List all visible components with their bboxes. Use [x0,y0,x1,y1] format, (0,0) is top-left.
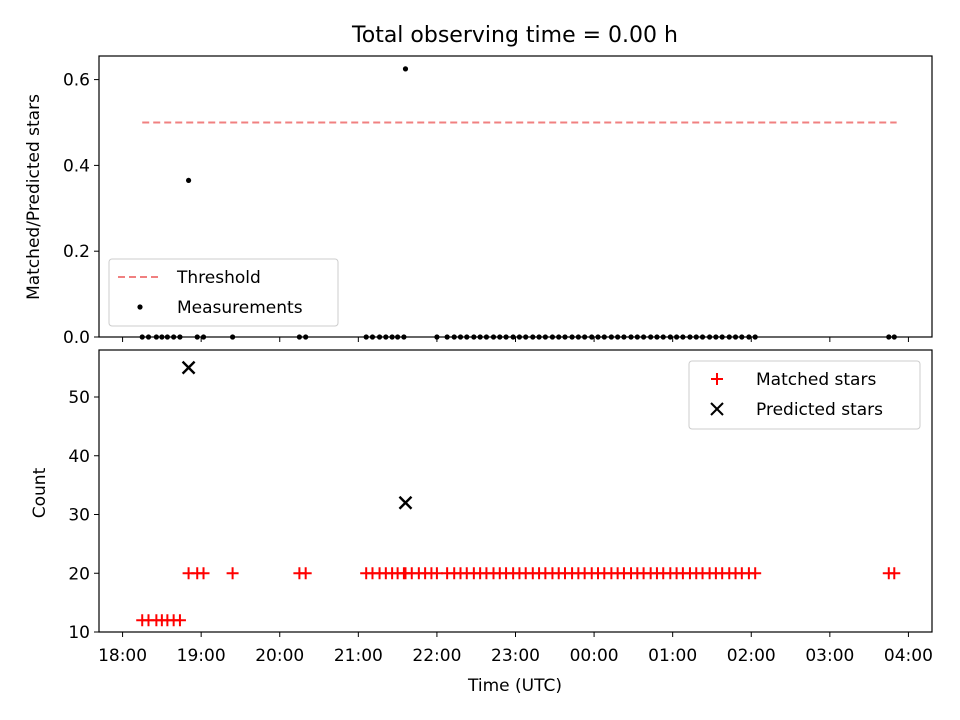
threshold-legend-label: Threshold [176,268,261,288]
ratio-legend-box [108,258,339,327]
predicted-star-point [181,360,196,375]
matched-star-point [888,567,901,580]
measurements-legend-label: Measurements [177,298,303,318]
chart-title: Total observing time = 0.00 h [351,23,678,48]
ratio-panel: Total observing time = 0.00 h Matched/Pr… [24,23,933,348]
count-y-tick-label: 20 [68,564,90,584]
ratio-y-tick-label: 0.6 [63,71,90,91]
matched-legend-swatch [711,373,723,385]
matched-star-point [226,567,239,580]
count-panel-marks [136,360,901,627]
count-legend: Matched stars Predicted stars [688,360,921,430]
count-y-tick-label: 50 [68,388,90,408]
matched-star-point [299,567,312,580]
matched-star-point [173,614,186,627]
x-tick-label: 23:00 [491,646,540,666]
ratio-panel-ticks: 0.0 0.2 0.4 0.6 [63,71,909,348]
measurements-legend-swatch [137,304,143,310]
matched-star-point [425,567,438,580]
count-y-tick-label: 10 [68,623,90,643]
matched-legend-label: Matched stars [756,370,876,390]
ratio-y-tick-label: 0.4 [63,156,90,176]
predicted-legend-swatch [710,402,724,416]
count-y-tick-label: 30 [68,506,90,526]
x-tick-label: 03:00 [805,646,854,666]
count-panel-ticks: 10 20 30 40 50 18:00 19:00 20:00 21:00 22:00 23:00… [68,388,933,666]
x-tick-label: 02:00 [727,646,776,666]
count-panel-frame [98,349,933,633]
x-axis-label: Time (UTC) [467,676,562,696]
x-tick-label: 04:00 [884,646,933,666]
x-tick-label: 22:00 [412,646,461,666]
ratio-y-tick-label: 0.0 [63,328,90,348]
x-tick-label: 01:00 [648,646,697,666]
predicted-legend-label: Predicted stars [756,400,883,420]
x-tick-label: 18:00 [98,646,147,666]
predicted-star-point [398,495,413,510]
x-tick-label: 21:00 [334,646,383,666]
x-tick-label: 19:00 [177,646,226,666]
x-tick-label: 20:00 [255,646,304,666]
count-y-tick-label: 40 [68,447,90,467]
measurement-point [185,177,192,184]
ratio-panel-frame [98,55,933,338]
x-tick-label: 00:00 [570,646,619,666]
y-axis-label-count: Count [30,467,50,518]
y-axis-label-ratio: Matched/Predicted stars [24,94,44,300]
count-legend-box [688,360,921,430]
ratio-y-tick-label: 0.2 [63,242,90,262]
matched-star-point [197,567,210,580]
ratio-legend: Threshold Measurements [108,258,339,327]
count-panel: Count Time (UTC) 10 20 30 40 50 18:00 19:00 20:… [30,349,933,696]
measurement-point [402,66,409,72]
matched-star-point [749,567,762,580]
